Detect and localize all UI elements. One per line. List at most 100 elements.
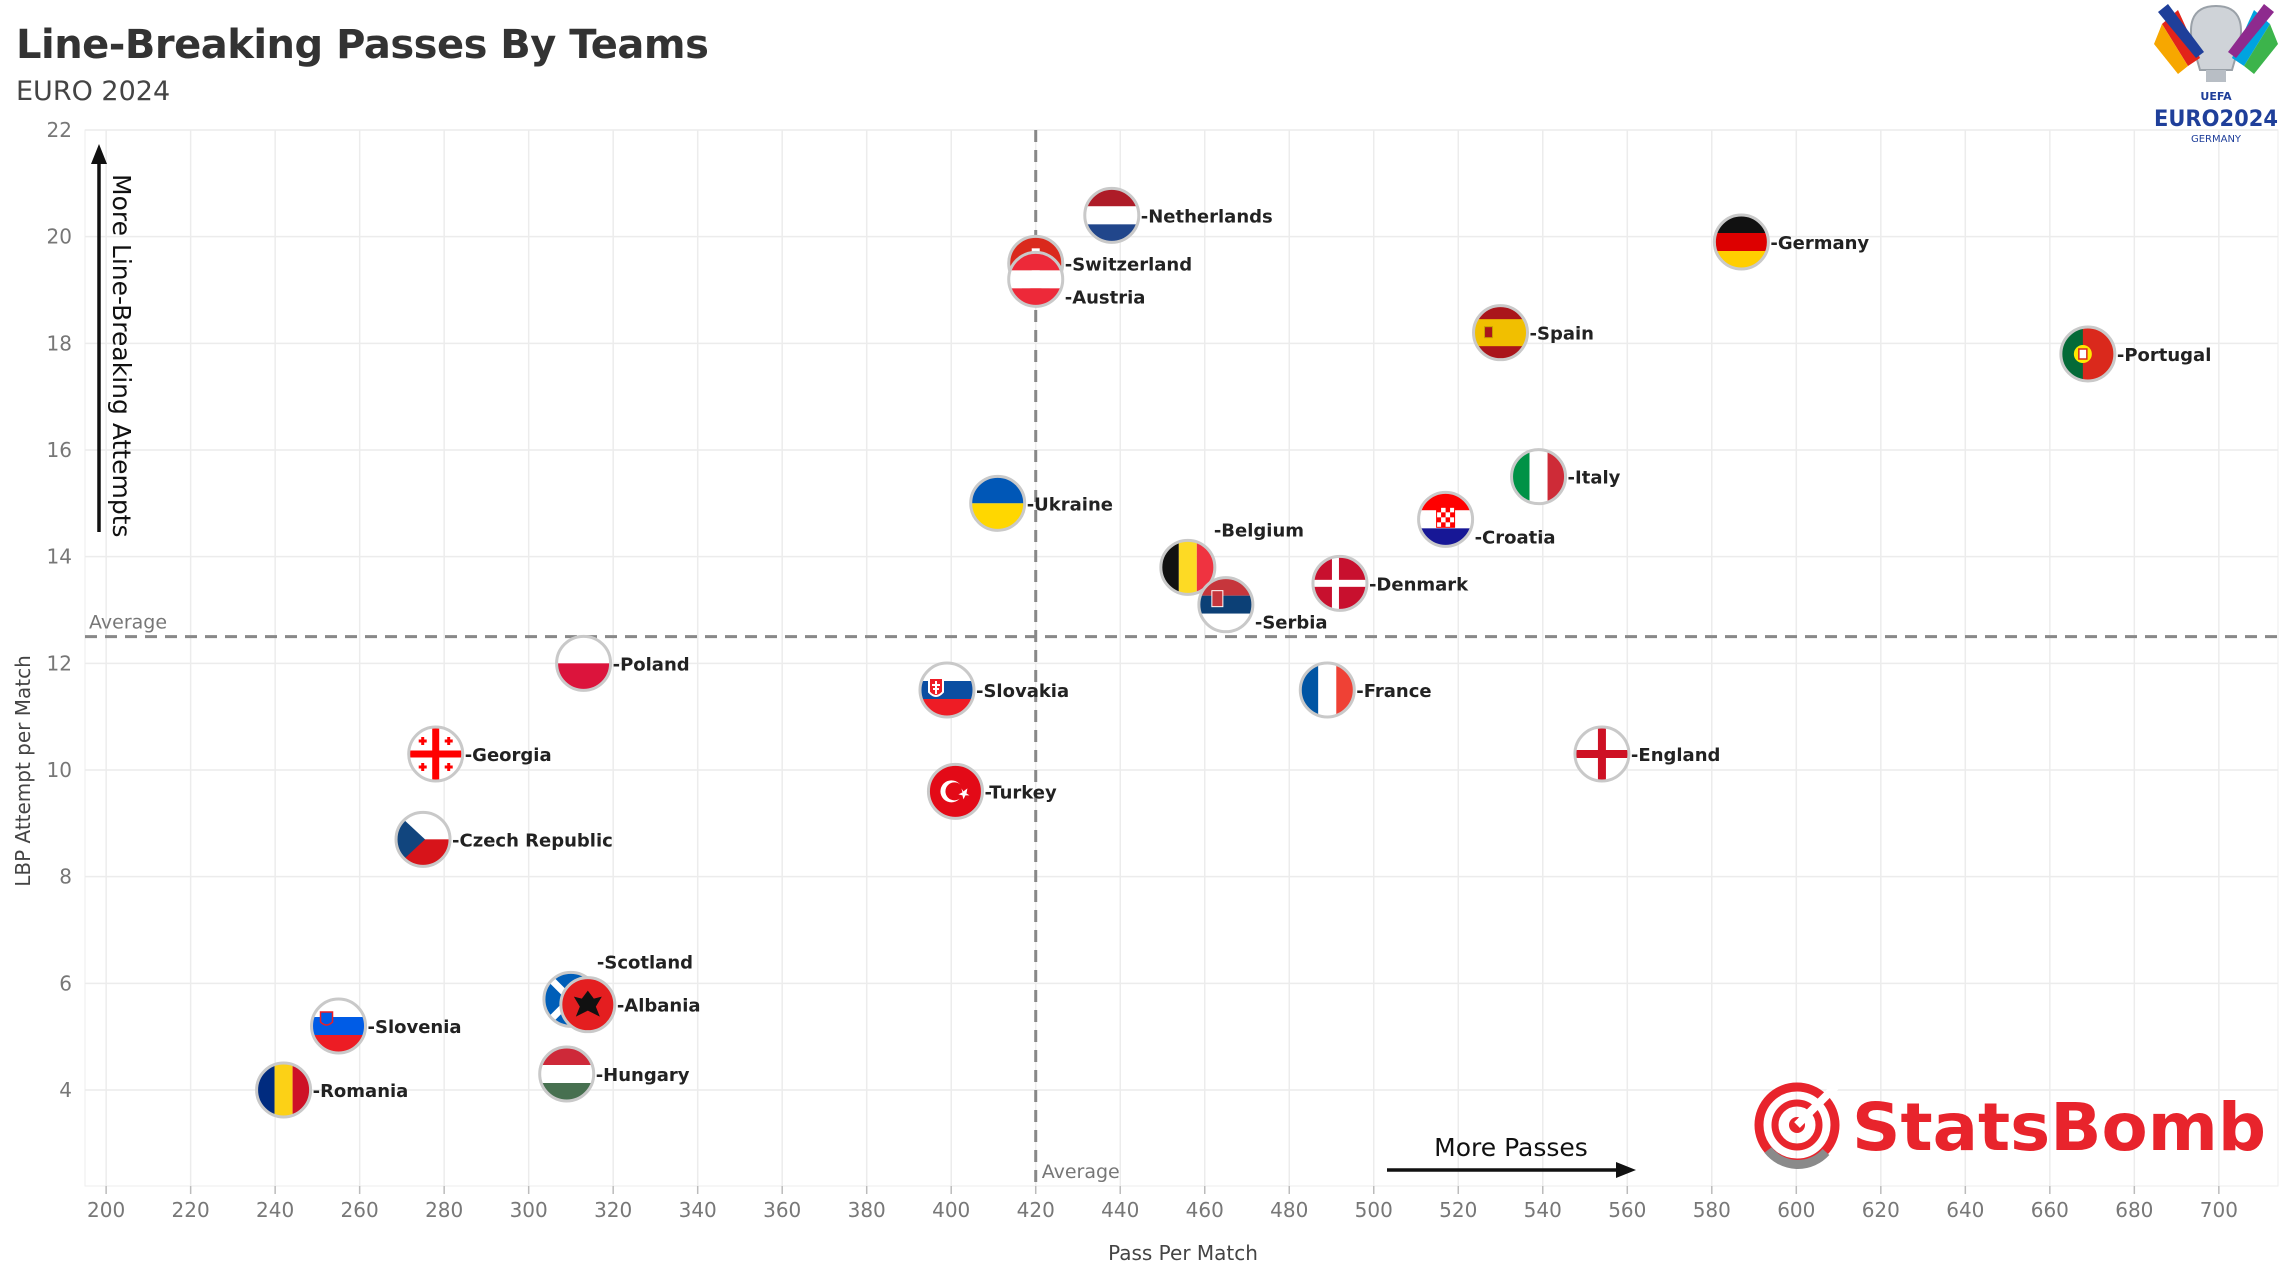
team-label: -Albania <box>617 996 701 1017</box>
x-tick-label: 240 <box>256 1198 294 1222</box>
team-label: -Austria <box>1065 287 1146 308</box>
team-point <box>1298 661 1356 719</box>
x-tick-label: 640 <box>1946 1198 1984 1222</box>
average-x-label: Average <box>1042 1161 1120 1183</box>
average-lines: Average Average <box>85 130 2278 1186</box>
team-point <box>1472 304 1530 362</box>
team-label: -Slovakia <box>976 681 1069 702</box>
y-tick-label: 8 <box>59 865 72 889</box>
x-tick-label: 500 <box>1355 1198 1393 1222</box>
germany-text: GERMANY <box>2191 134 2242 145</box>
team-label: -Spain <box>1530 324 1594 345</box>
team-label: -France <box>1356 681 1431 702</box>
x-tick-label: 540 <box>1524 1198 1562 1222</box>
team-point <box>2059 325 2117 383</box>
x-tick-label: 420 <box>1017 1198 1055 1222</box>
team-label: -Serbia <box>1255 613 1328 634</box>
team-point <box>1159 538 1217 596</box>
x-tick-label: 220 <box>172 1198 210 1222</box>
y-tick-label: 16 <box>47 438 72 462</box>
team-label: -Ukraine <box>1027 494 1113 515</box>
x-arrow-text: More Passes <box>1434 1133 1588 1162</box>
team-label: -Slovenia <box>368 1017 462 1038</box>
y-tick-label: 20 <box>47 225 72 249</box>
team-label: -Netherlands <box>1141 206 1273 227</box>
y-tick-label: 14 <box>47 545 72 569</box>
euro2024-text: EURO2024 <box>2154 107 2278 132</box>
team-point <box>1311 554 1369 612</box>
y-arrow-text: More Line-Breaking Attempts <box>107 174 136 538</box>
team-point <box>407 725 465 783</box>
team-label: -Switzerland <box>1065 254 1192 275</box>
x-tick-label: 480 <box>1270 1198 1308 1222</box>
turkey-flag-icon <box>928 764 983 819</box>
x-tick-label: 400 <box>932 1198 970 1222</box>
y-tick-label: 22 <box>47 118 72 142</box>
denmark-flag-icon <box>1312 556 1367 611</box>
y-arrow-annotation: More Line-Breaking Attempts <box>91 144 136 538</box>
trophy-icon <box>2154 4 2278 82</box>
average-y-label: Average <box>89 612 167 634</box>
team-point <box>1712 213 1770 271</box>
x-tick-label: 380 <box>848 1198 886 1222</box>
team-point <box>926 762 984 820</box>
team-point <box>1007 250 1065 308</box>
x-tick-label: 660 <box>2031 1198 2069 1222</box>
euro2024-logo: UEFA EURO2024 GERMANY <box>2154 4 2278 145</box>
x-tick-label: 580 <box>1693 1198 1731 1222</box>
team-label: -England <box>1631 745 1720 766</box>
team-point <box>394 810 452 868</box>
team-point <box>555 634 613 692</box>
page-title: Line-Breaking Passes By Teams <box>16 22 709 68</box>
team-label: -Germany <box>1770 233 1869 254</box>
page-subtitle: EURO 2024 <box>16 76 171 107</box>
x-tick-label: 700 <box>2200 1198 2238 1222</box>
team-point <box>310 997 368 1055</box>
statsbomb-target-icon <box>1754 1080 1848 1169</box>
team-label: -Belgium <box>1214 520 1304 541</box>
x-axis-label: Pass Per Match <box>1108 1241 1258 1265</box>
x-axis-ticks: 200 220 240 260 280 300 320 340 360 380 400 420 440 4… <box>87 1186 2238 1222</box>
team-label: -Portugal <box>2117 345 2212 366</box>
team-label: -Poland <box>613 654 690 675</box>
team-points <box>255 186 2117 1119</box>
x-tick-label: 320 <box>594 1198 632 1222</box>
x-tick-label: 200 <box>87 1198 125 1222</box>
statsbomb-logo: StatsBomb <box>1754 1080 2266 1169</box>
team-point <box>969 474 1027 532</box>
team-point <box>255 1061 313 1119</box>
y-tick-label: 10 <box>47 758 72 782</box>
x-tick-label: 280 <box>425 1198 463 1222</box>
spain-flag-icon <box>1473 305 1528 360</box>
team-point <box>559 976 617 1034</box>
team-point <box>1573 725 1631 783</box>
team-label: -Hungary <box>596 1065 690 1086</box>
team-label: -Scotland <box>597 952 693 973</box>
x-tick-label: 600 <box>1777 1198 1815 1222</box>
x-tick-label: 340 <box>679 1198 717 1222</box>
team-label: -Denmark <box>1369 574 1469 595</box>
georgia-flag-icon <box>408 727 463 781</box>
team-point <box>1510 448 1568 506</box>
albania-flag-icon <box>560 977 615 1032</box>
x-tick-label: 300 <box>510 1198 548 1222</box>
x-arrow-annotation: More Passes <box>1387 1133 1636 1178</box>
team-label: -Czech Republic <box>452 830 613 851</box>
y-axis-ticks: 4 6 8 10 12 14 16 18 20 22 <box>47 118 72 1102</box>
x-tick-label: 520 <box>1439 1198 1477 1222</box>
team-point <box>1197 576 1255 634</box>
team-labels: -Netherlands -Switzerland -Austria -Germany… <box>313 206 2212 1102</box>
team-point <box>1083 186 1141 244</box>
team-label: -Romania <box>313 1081 409 1102</box>
y-axis-label: LBP Attempt per Match <box>11 655 35 887</box>
y-tick-label: 4 <box>59 1078 72 1102</box>
team-label: -Georgia <box>465 745 552 766</box>
team-point <box>538 1045 596 1103</box>
team-label: -Italy <box>1568 468 1621 489</box>
x-tick-label: 680 <box>2115 1198 2153 1222</box>
y-tick-label: 12 <box>47 651 72 675</box>
statsbomb-text: StatsBomb <box>1852 1089 2266 1166</box>
uefa-text: UEFA <box>2200 90 2232 103</box>
y-tick-label: 6 <box>59 971 72 995</box>
